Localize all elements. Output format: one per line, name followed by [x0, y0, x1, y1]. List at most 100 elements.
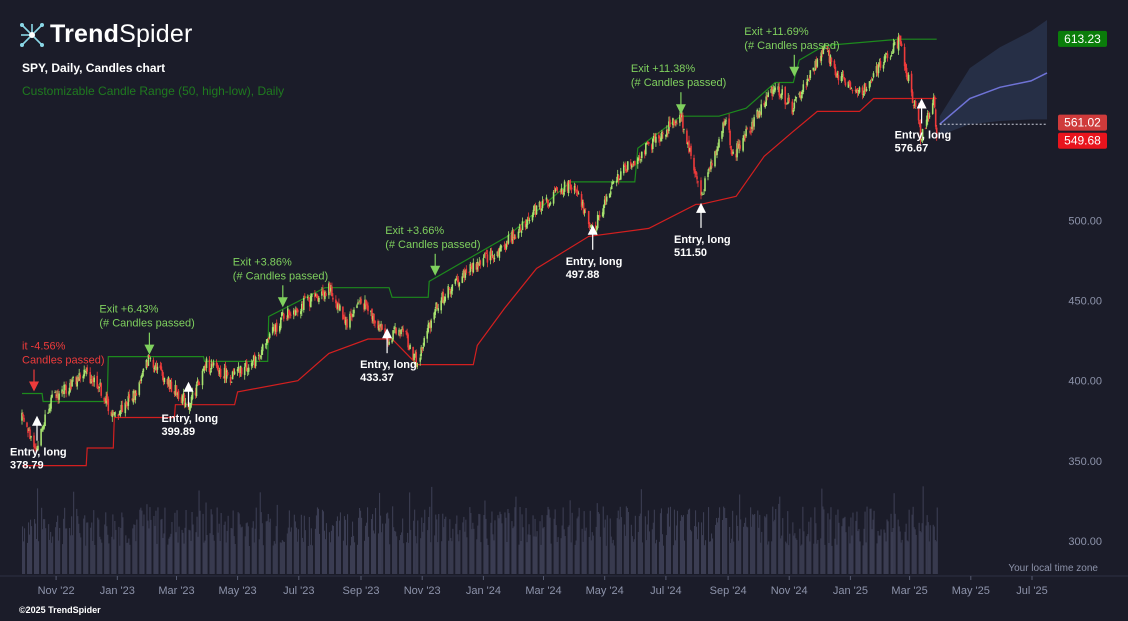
volume-bar [167, 544, 169, 574]
candle [107, 398, 110, 412]
volume-bar [589, 510, 591, 574]
volume-bar [912, 506, 914, 574]
volume-bar [618, 519, 620, 574]
volume-bar [560, 538, 562, 574]
price-axis[interactable]: 300.00 350.00 400.00 450.00 500.00 [1068, 215, 1102, 548]
volume-bar [567, 526, 569, 574]
volume-bar [765, 517, 767, 574]
candle [190, 396, 193, 405]
candle [273, 325, 276, 331]
volume-bar [86, 522, 88, 574]
volume-bar [920, 532, 922, 574]
volume-bar [555, 525, 557, 574]
candle [857, 90, 860, 91]
volume-bar [787, 511, 789, 574]
volume-bar [339, 512, 341, 574]
volume-bar [486, 538, 488, 574]
volume-bar [181, 529, 183, 574]
volume-bar [842, 518, 844, 574]
candle [813, 69, 816, 71]
volume-bar [817, 540, 819, 574]
candle [786, 103, 788, 105]
candle [205, 358, 208, 368]
price-tag [1058, 132, 1107, 149]
candle [40, 429, 42, 446]
candle [753, 117, 755, 127]
price-axis-tick: 350.00 [1068, 456, 1102, 468]
volume-bar [372, 514, 374, 574]
volume-bar [251, 527, 253, 574]
candle [336, 301, 338, 309]
candle [883, 56, 886, 63]
volume-bar [638, 516, 640, 574]
candle [372, 316, 374, 322]
candle [444, 296, 446, 302]
volume-bar [204, 540, 206, 574]
candle [805, 86, 808, 88]
volume-bar [315, 515, 317, 574]
candle [450, 291, 453, 294]
volume-bar [80, 537, 82, 574]
volume-bar [682, 515, 684, 574]
volume-bar [472, 522, 474, 574]
volume-bar [139, 509, 141, 574]
candle [757, 111, 759, 118]
candle [133, 393, 136, 399]
volume-bar [300, 514, 302, 574]
volume-bar [77, 516, 79, 574]
volume-bar [750, 507, 752, 574]
candle [535, 205, 538, 215]
candle [337, 304, 339, 309]
candle [43, 425, 45, 429]
volume-bar [97, 517, 99, 574]
forecast-projection [939, 20, 1048, 136]
candle [373, 314, 375, 323]
candle [464, 270, 467, 278]
candle [208, 359, 211, 372]
candle [100, 383, 102, 396]
volume-bar [504, 512, 506, 574]
time-axis-tick: Nov '24 [771, 585, 808, 597]
volume-bar [933, 526, 935, 574]
volume-bar [564, 536, 566, 574]
volume-bar [592, 535, 594, 574]
time-axis[interactable]: Nov '22 Jan '23 Mar '23 May '23 Jul '23 Sep '… [0, 575, 1128, 597]
indicator-legend[interactable]: Customizable Candle Range (50, high-low)… [22, 84, 285, 98]
candle [858, 87, 861, 93]
candle [540, 208, 543, 211]
volume-bar [512, 528, 514, 574]
exit-signal-subtitle: (# Candles passed) [385, 239, 480, 251]
candle [588, 223, 591, 227]
candle [653, 136, 655, 139]
candle [413, 353, 415, 361]
volume-bar [892, 528, 894, 574]
volume-bar [218, 523, 220, 574]
candle [352, 313, 354, 317]
candle [504, 245, 507, 250]
candle [90, 379, 92, 384]
candle [913, 101, 916, 106]
candle [257, 355, 260, 356]
exit-arrow-icon [430, 265, 441, 276]
volume-bar [863, 528, 865, 574]
candle [528, 220, 531, 222]
volume-bar [423, 523, 425, 574]
volume-bar [303, 515, 305, 574]
exit-signal-label: it -4.56% [22, 341, 66, 353]
candle [117, 414, 120, 417]
candle [644, 150, 646, 155]
candle [765, 96, 767, 106]
candle [861, 87, 864, 95]
volume-bar [378, 533, 380, 574]
timezone-label[interactable]: Your local time zone [1008, 563, 1098, 574]
entry-arrow-icon [32, 415, 42, 426]
volume-bar [473, 528, 475, 574]
volume-bar [415, 536, 417, 574]
candle [71, 380, 73, 387]
volume-bar [668, 526, 670, 574]
volume-bar [51, 542, 53, 574]
volume-bar [813, 543, 815, 574]
candle [289, 313, 291, 316]
volume-bar [371, 519, 373, 574]
